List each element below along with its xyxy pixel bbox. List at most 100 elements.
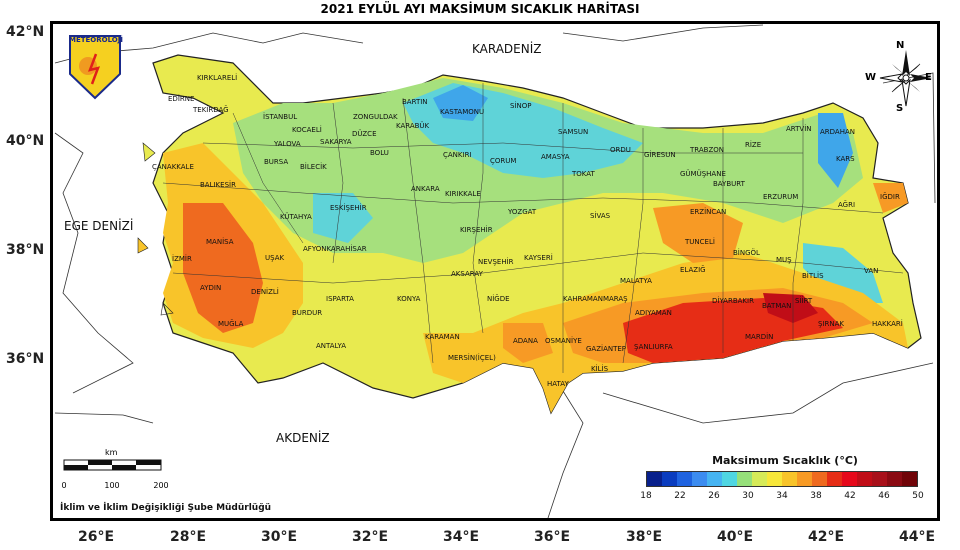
province-label: AĞRI bbox=[838, 201, 856, 209]
sea-label-north: KARADENİZ bbox=[472, 42, 542, 56]
province-label: AFYONKARAHİSAR bbox=[303, 245, 367, 253]
province-label: BURSA bbox=[264, 158, 289, 166]
compass-s: S bbox=[896, 103, 904, 114]
legend-swatch bbox=[752, 472, 767, 486]
legend-swatch bbox=[767, 472, 782, 486]
province-label: ISPARTA bbox=[326, 295, 354, 303]
lat-label-36: 36°N bbox=[6, 351, 45, 367]
province-label: GÜMÜŞHANE bbox=[680, 170, 726, 178]
province-label: SİVAS bbox=[590, 212, 611, 220]
compass-w: W bbox=[865, 72, 877, 83]
province-label: KIRŞEHİR bbox=[460, 226, 493, 234]
province-label: ERZİNCAN bbox=[690, 208, 727, 216]
compass-e: E bbox=[925, 72, 932, 83]
province-label: AKSARAY bbox=[451, 270, 483, 278]
legend-swatch bbox=[887, 472, 902, 486]
province-label: KARAMAN bbox=[425, 333, 460, 341]
lon-label-44: 44°E bbox=[898, 529, 936, 545]
province-label: MANİSA bbox=[206, 238, 234, 246]
province-label: AMASYA bbox=[541, 153, 570, 161]
province-label: ZONGULDAK bbox=[353, 113, 398, 121]
province-label: TEKİRDAĞ bbox=[193, 106, 229, 114]
province-label: ADIYAMAN bbox=[635, 309, 672, 317]
lon-label-42: 42°E bbox=[807, 529, 845, 545]
province-label: ADANA bbox=[513, 337, 538, 345]
scale-bar bbox=[63, 459, 162, 471]
map-title: 2021 EYLÜL AYI MAKSİMUM SICAKLIK HARİTAS… bbox=[320, 2, 640, 16]
province-label: BİNGÖL bbox=[733, 249, 760, 257]
meteorology-logo-icon bbox=[69, 35, 121, 100]
province-label: TRABZON bbox=[690, 146, 724, 154]
province-label: MUĞLA bbox=[218, 320, 244, 328]
province-label: ANTALYA bbox=[316, 342, 347, 350]
province-label: KAYSERİ bbox=[524, 254, 553, 262]
scale-unit: km bbox=[105, 448, 118, 457]
province-label: TOKAT bbox=[572, 170, 595, 178]
scale-tick-0: 0 bbox=[61, 481, 67, 490]
province-label: SAMSUN bbox=[558, 128, 589, 136]
province-label: KIRIKKALE bbox=[445, 190, 481, 198]
legend-swatch bbox=[902, 472, 917, 486]
legend-swatch bbox=[722, 472, 737, 486]
province-label: ÇANKIRI bbox=[443, 151, 472, 159]
sea-label-west: EGE DENİZİ bbox=[64, 219, 134, 233]
legend-swatch bbox=[857, 472, 872, 486]
province-label: BİLECİK bbox=[300, 163, 327, 171]
compass-n: N bbox=[896, 40, 905, 51]
legend-swatch bbox=[842, 472, 857, 486]
sea-label-south: AKDENİZ bbox=[276, 431, 330, 445]
legend-tick: 38 bbox=[810, 491, 822, 501]
province-label: GİRESUN bbox=[644, 151, 676, 159]
lon-label-32: 32°E bbox=[351, 529, 389, 545]
legend-swatch bbox=[827, 472, 842, 486]
lon-label-26: 26°E bbox=[77, 529, 115, 545]
province-label: KARABÜK bbox=[396, 122, 430, 130]
province-label: ŞANLIURFA bbox=[634, 343, 673, 351]
province-label: ESKİŞEHİR bbox=[330, 204, 367, 212]
legend-title: Maksimum Sıcaklık (°C) bbox=[712, 454, 858, 467]
province-label: BAYBURT bbox=[713, 180, 745, 188]
province-label: KIRKLARELİ bbox=[197, 74, 238, 82]
province-label: ÇORUM bbox=[490, 157, 517, 165]
legend-tick: 30 bbox=[742, 491, 754, 501]
province-label: BİTLİS bbox=[802, 272, 824, 280]
legend-swatch bbox=[692, 472, 707, 486]
province-label: AYDIN bbox=[200, 284, 222, 292]
province-label: KOCAELİ bbox=[292, 126, 322, 134]
province-label: KASTAMONU bbox=[440, 108, 485, 116]
province-label: KÜTAHYA bbox=[280, 213, 312, 221]
province-label: SAKARYA bbox=[320, 138, 352, 146]
lat-label-38: 38°N bbox=[6, 242, 45, 258]
province-label: MUŞ bbox=[776, 256, 792, 264]
legend-colorbar bbox=[646, 471, 918, 487]
province-label: NEVŞEHİR bbox=[478, 258, 514, 266]
lat-label-40: 40°N bbox=[6, 133, 45, 149]
legend-swatch bbox=[737, 472, 752, 486]
province-label: SİİRT bbox=[795, 297, 813, 305]
province-label: UŞAK bbox=[265, 254, 285, 262]
province-label: IĞDIR bbox=[880, 193, 900, 201]
province-label: ŞIRNAK bbox=[818, 320, 844, 328]
province-label: DÜZCE bbox=[352, 130, 377, 138]
province-label: SİNOP bbox=[510, 102, 532, 110]
legend-tick: 22 bbox=[674, 491, 686, 501]
province-label: KONYA bbox=[397, 295, 421, 303]
province-label: YALOVA bbox=[274, 140, 301, 148]
province-label: MALATYA bbox=[620, 277, 652, 285]
temperature-map bbox=[54, 24, 936, 518]
legend-tick: 34 bbox=[776, 491, 788, 501]
legend-swatch bbox=[797, 472, 812, 486]
province-label: ORDU bbox=[610, 146, 631, 154]
logo-text: METEOROLOJİ bbox=[69, 36, 123, 44]
province-label: MERSİN(İÇEL) bbox=[448, 354, 496, 362]
legend-tick: 26 bbox=[708, 491, 720, 501]
province-label: NİĞDE bbox=[487, 295, 510, 303]
province-label: İSTANBUL bbox=[263, 113, 298, 121]
province-label: HATAY bbox=[547, 380, 569, 388]
province-label: BALIKESİR bbox=[200, 181, 236, 189]
legend-swatch bbox=[662, 472, 677, 486]
province-label: KAHRAMANMARAŞ bbox=[563, 295, 628, 303]
legend-swatch bbox=[812, 472, 827, 486]
credit-text: İklim ve İklim Değişikliği Şube Müdürlüğ… bbox=[60, 503, 272, 513]
province-label: DENİZLİ bbox=[251, 288, 279, 296]
